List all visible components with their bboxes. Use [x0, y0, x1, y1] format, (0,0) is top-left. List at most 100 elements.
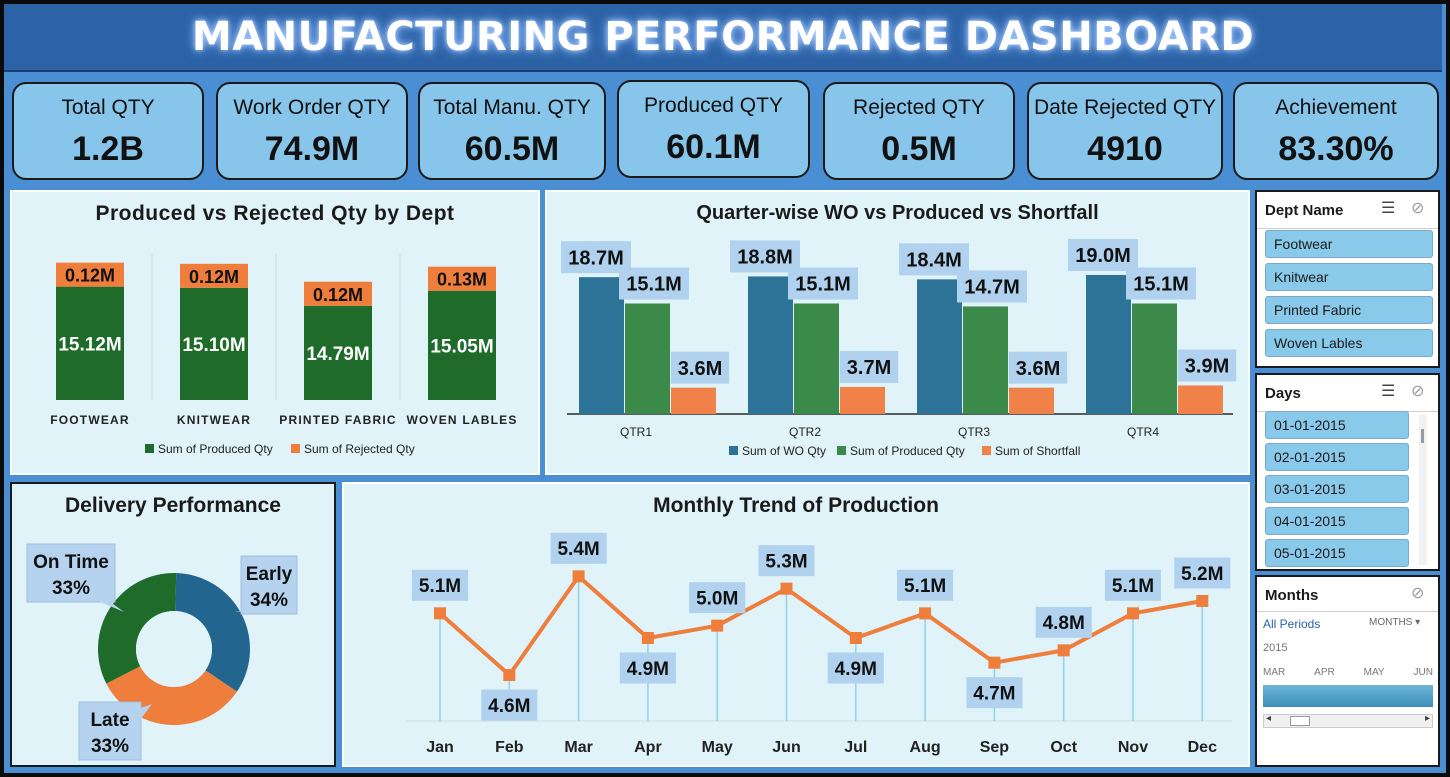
data-point: [503, 669, 516, 681]
bar-shortfall: [671, 387, 716, 414]
category-label: KNITWEAR: [177, 413, 251, 427]
slicer-item-knitwear[interactable]: Knitwear: [1265, 263, 1433, 291]
donut-slice-early: [175, 573, 250, 692]
scrollbar-thumb[interactable]: [1421, 429, 1424, 443]
slicer-item-footwear[interactable]: Footwear: [1265, 230, 1433, 258]
data-label-produced: 15.05M: [430, 336, 493, 357]
legend-swatch-produced: [145, 444, 154, 453]
multi-select-icon[interactable]: ☰: [1381, 200, 1396, 217]
legend-swatch: [729, 446, 738, 455]
year-label: 2015: [1263, 642, 1288, 654]
slicer-item-day[interactable]: 05-01-2015: [1265, 539, 1409, 567]
scroll-left-icon[interactable]: ◂: [1266, 713, 1272, 724]
kpi-card-total-qty: Total QTY 1.2B: [12, 82, 204, 180]
kpi-value: 74.9M: [264, 130, 360, 168]
bar-shortfall: [1009, 387, 1054, 414]
data-point: [1196, 595, 1209, 607]
days-scrollbar[interactable]: [1419, 415, 1427, 565]
callout-box: [78, 701, 142, 761]
data-label: 5.1M: [419, 576, 461, 597]
legend-label: Sum of Shortfall: [995, 444, 1080, 458]
scrollbar-thumb[interactable]: [1290, 716, 1310, 726]
all-periods-label: All Periods: [1263, 617, 1321, 631]
data-label: 15.1M: [626, 274, 682, 296]
month-label: Jul: [844, 739, 867, 756]
slicer-item-day[interactable]: 01-01-2015: [1265, 411, 1409, 439]
month-label: MAY: [1363, 667, 1385, 678]
data-label-box: [619, 652, 676, 684]
category-label: PRINTED FABRIC: [279, 413, 396, 427]
data-label-box: [758, 545, 815, 577]
chart-title: Delivery Performance: [65, 494, 281, 517]
kpi-value: 4910: [1087, 130, 1163, 168]
clear-filter-icon[interactable]: ⊘: [1411, 200, 1425, 217]
data-point: [988, 656, 1001, 669]
data-label-box: [957, 270, 1027, 303]
data-label: 5.4M: [557, 539, 599, 560]
bar-produced: [56, 286, 124, 400]
callout-box: [26, 543, 116, 603]
scroll-right-icon[interactable]: ▸: [1424, 713, 1430, 724]
data-label-produced: 14.79M: [306, 344, 369, 365]
data-label: 3.7M: [847, 357, 891, 379]
clear-filter-icon[interactable]: ⊘: [1411, 383, 1425, 400]
month-label: May: [702, 739, 733, 756]
category-label: QTR2: [789, 425, 821, 439]
data-label: 19.0M: [1075, 245, 1131, 267]
data-label: 4.9M: [627, 659, 669, 680]
month-label: Sep: [980, 739, 1010, 756]
data-label-box: [899, 243, 969, 276]
slicer-header: Dept Name: [1265, 202, 1344, 219]
legend-label: Sum of Produced Qty: [850, 444, 965, 458]
slicer-item-day[interactable]: 03-01-2015: [1265, 475, 1409, 503]
time-level-label: MONTHS: [1369, 617, 1413, 628]
slicer-item-printed-fabric[interactable]: Printed Fabric: [1265, 296, 1433, 324]
chevron-down-icon: ▾: [1415, 617, 1421, 628]
data-label-box: [1068, 238, 1138, 271]
data-point: [434, 607, 446, 620]
data-point: [780, 582, 793, 595]
dept-slicer: Dept Name ☰ ⊘ Footwear Knitwear Printed …: [1255, 190, 1440, 368]
timeline-header: Months: [1265, 587, 1319, 604]
slicer-item-day[interactable]: 02-01-2015: [1265, 443, 1409, 471]
legend-swatch: [982, 446, 991, 455]
monthly-chart-svg: 5.1M Jan 4.6M Feb 5.4M Mar 4.9M Apr 5.0M May 5.3M J…: [406, 532, 1232, 756]
category-label: QTR3: [958, 425, 990, 439]
data-point: [1057, 644, 1070, 657]
month-label: Mar: [564, 739, 592, 756]
month-label: Jan: [426, 739, 454, 756]
data-label-box: [1177, 349, 1237, 382]
data-point: [849, 632, 862, 644]
clear-filter-icon[interactable]: ⊘: [1411, 585, 1425, 602]
kpi-card-rejected-qty: Rejected QTY 0.5M: [823, 82, 1015, 180]
data-label: 4.7M: [973, 684, 1015, 705]
slicer-item-day[interactable]: 04-01-2015: [1265, 507, 1409, 535]
bar-rejected: [304, 281, 372, 306]
donut-hole: [136, 611, 212, 687]
time-level-dropdown[interactable]: MONTHS ▾: [1369, 617, 1420, 628]
callout-name: On Time: [33, 552, 109, 573]
dept-chart-svg: 15.12M 0.12M FOOTWEAR 15.10M 0.12M KNITWEAR 14…: [50, 254, 516, 456]
kpi-value: 60.5M: [464, 130, 560, 168]
bar-produced: [1132, 303, 1177, 414]
month-label: Oct: [1050, 739, 1077, 756]
category-label: QTR1: [620, 425, 652, 439]
timeline-bar[interactable]: [1263, 685, 1433, 707]
slicer-item-woven-lables[interactable]: Woven Lables: [1265, 329, 1433, 357]
data-label: 18.4M: [906, 250, 962, 272]
bar-produced: [428, 290, 496, 400]
data-point: [1127, 607, 1139, 620]
kpi-card-work-order-qty: Work Order QTY 74.9M: [216, 82, 408, 180]
data-label: 18.8M: [737, 247, 793, 269]
data-point: [919, 607, 932, 620]
data-label: 18.7M: [568, 247, 624, 269]
month-label: MAR: [1263, 667, 1286, 678]
data-label: 15.1M: [795, 274, 851, 296]
bar-wo: [917, 279, 962, 414]
months-timeline: Months ⊘ All Periods MONTHS ▾ 2015 MAR A…: [1255, 575, 1440, 767]
timeline-scrollbar[interactable]: ◂ ▸: [1263, 713, 1433, 728]
multi-select-icon[interactable]: ☰: [1381, 383, 1396, 400]
data-label-box: [1104, 569, 1162, 601]
delivery-chart-svg: Early 34% Late 33% On Time 33%: [26, 543, 298, 761]
data-label-box: [1008, 351, 1068, 384]
